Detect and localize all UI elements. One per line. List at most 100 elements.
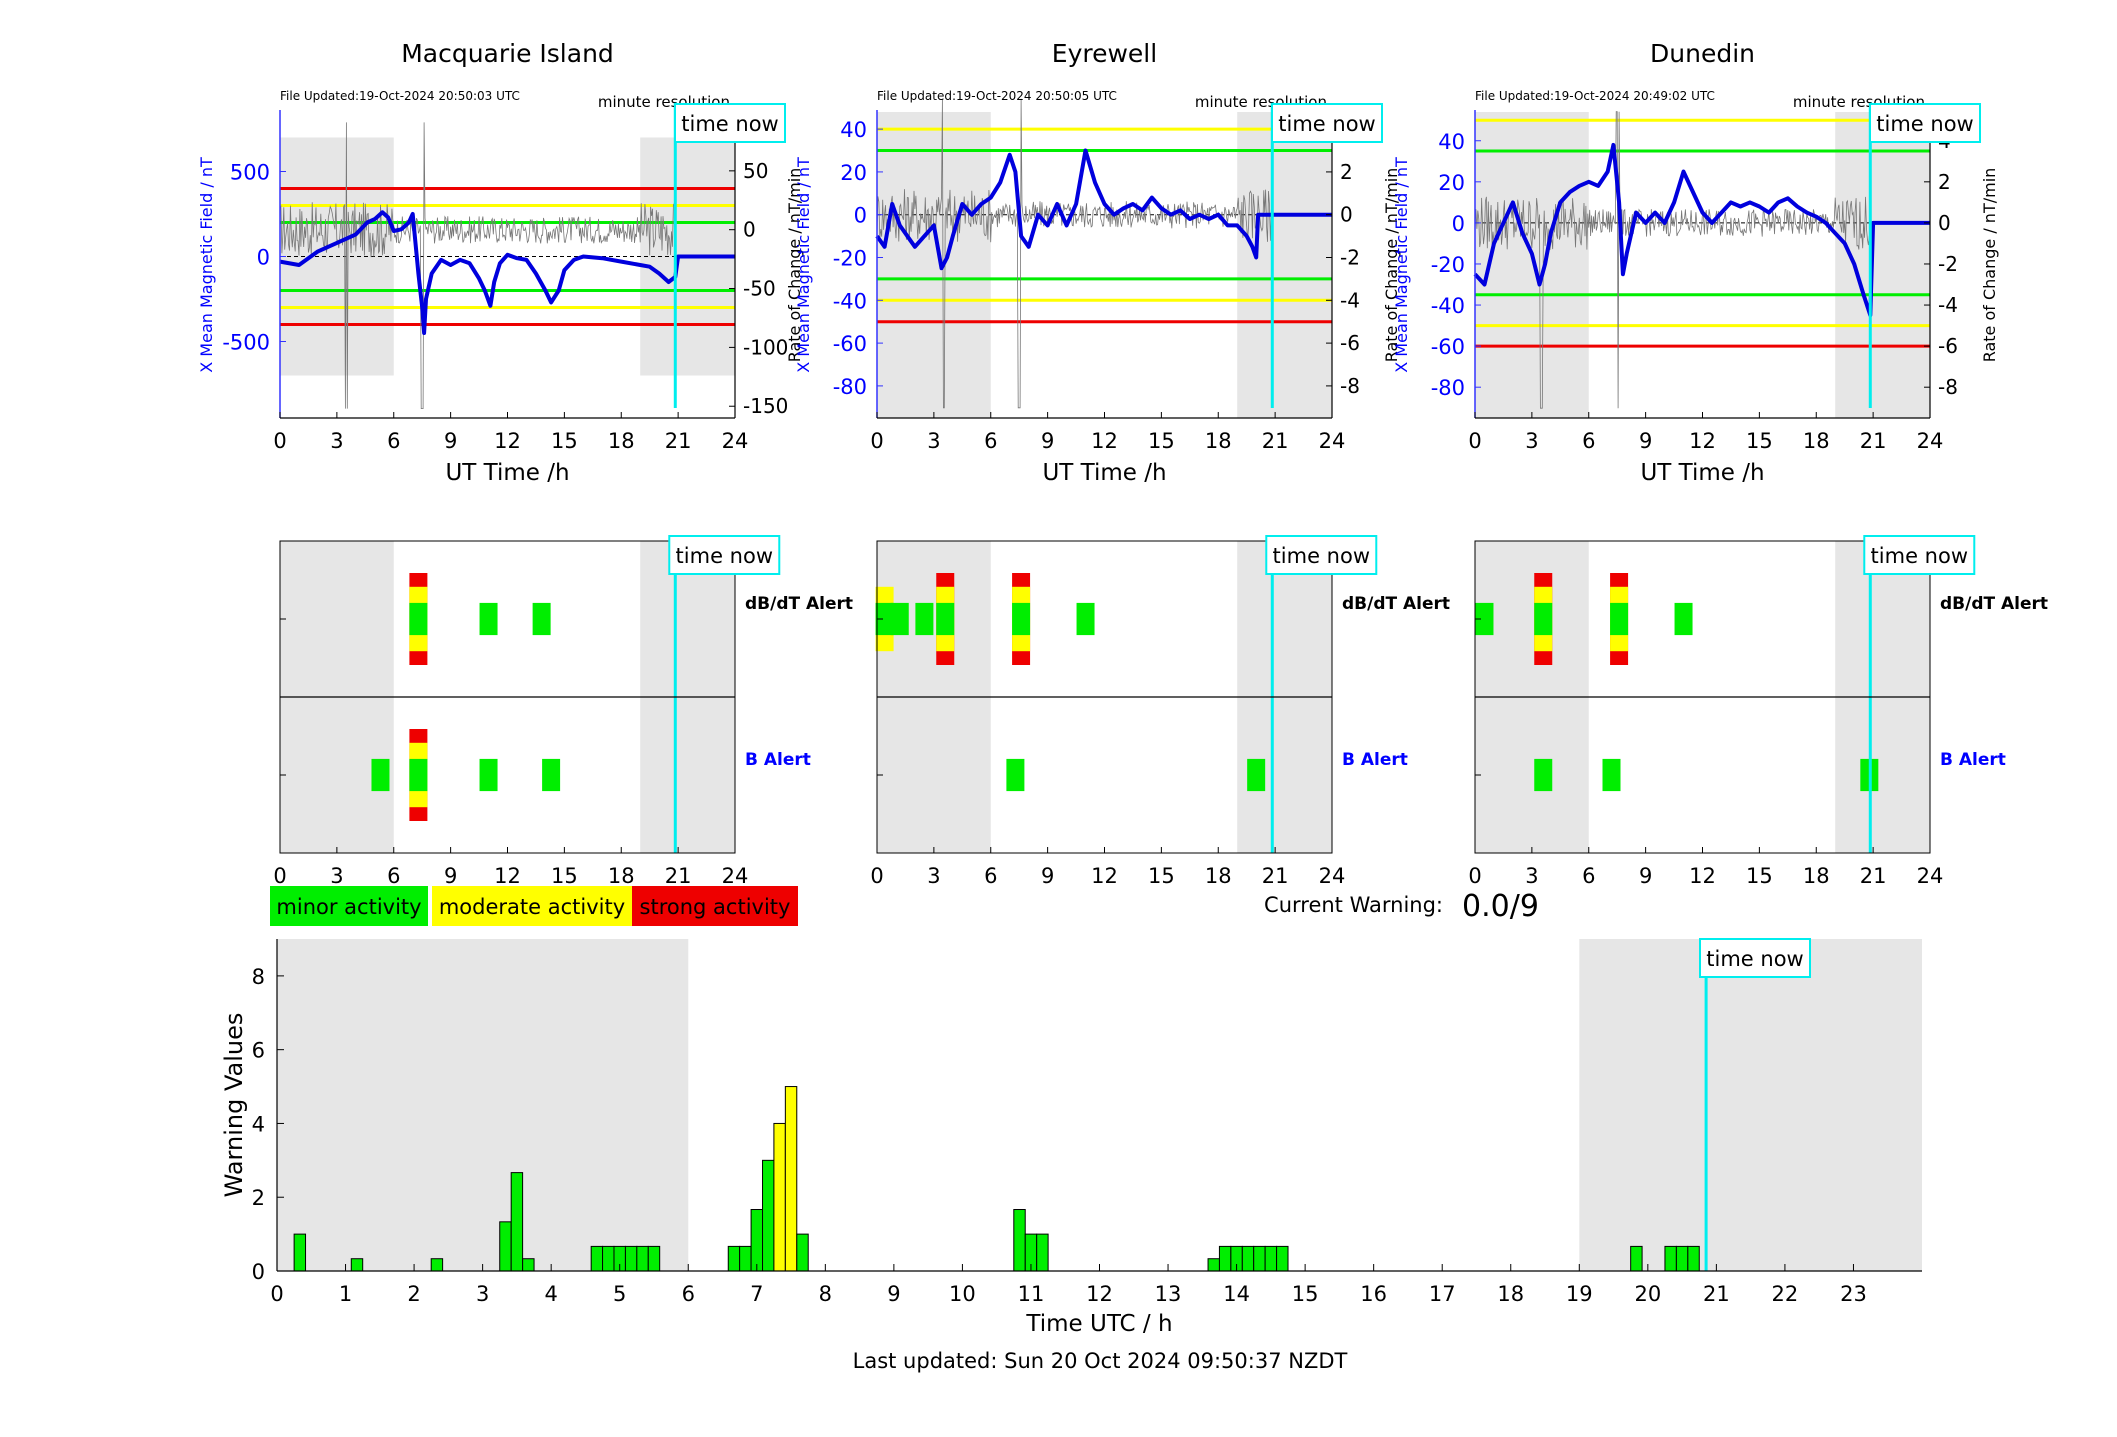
- right-tick-label: 0: [743, 218, 756, 242]
- x-tick-label: 21: [665, 429, 692, 453]
- legend-strong-label: strong activity: [640, 895, 791, 919]
- legend-strong: [632, 886, 798, 926]
- time-now-label: time now: [1706, 947, 1803, 971]
- warning-bar: [796, 1233, 809, 1272]
- x-tick-label: 18: [608, 429, 635, 453]
- left-tick-label: -40: [833, 289, 867, 313]
- left-tick-label: -20: [833, 247, 867, 271]
- right-tick-label: -8: [1938, 375, 1958, 399]
- right-tick-label: 0: [1340, 203, 1353, 227]
- x-tick-label: 24: [1917, 864, 1944, 888]
- time-now-label: time now: [676, 544, 773, 568]
- alert-bar-minor: [1674, 602, 1693, 636]
- left-tick-label: 20: [1438, 171, 1465, 195]
- warning-bar: [510, 1172, 524, 1272]
- right-tick-label: -100: [743, 335, 788, 359]
- time-now-label: time now: [1876, 112, 1973, 136]
- y-tick-label: 0: [252, 1260, 265, 1284]
- x-tick-label: 7: [750, 1282, 763, 1306]
- right-axis-label: Rate of Change / nT/min: [785, 168, 804, 363]
- y-tick-label: 4: [252, 1112, 265, 1136]
- time-now-box: [1265, 535, 1378, 575]
- alert-bar-minor: [532, 602, 551, 636]
- right-tick-label: -4: [1340, 288, 1360, 312]
- warning-bar: [636, 1245, 649, 1272]
- y-tick-label: 8: [252, 965, 265, 989]
- y-tick-label: 6: [252, 1039, 265, 1063]
- right-tick-label: -150: [743, 394, 788, 418]
- left-tick-label: -80: [833, 375, 867, 399]
- warning-bar: [647, 1245, 661, 1272]
- x-tick-label: 18: [1205, 864, 1232, 888]
- b-alert-label: B Alert: [745, 750, 811, 770]
- x-tick-label: 9: [444, 864, 457, 888]
- left-tick-label: -500: [222, 331, 270, 355]
- alert-bar-minor: [1006, 758, 1025, 792]
- warning-bar: [602, 1245, 615, 1272]
- x-tick-label: 12: [494, 429, 521, 453]
- warning-bar: [1276, 1245, 1289, 1272]
- x-tick-label: 15: [1148, 864, 1175, 888]
- rate-of-change-trace: [279, 122, 675, 409]
- legend-moderate: [432, 886, 632, 926]
- x-tick-label: 12: [494, 864, 521, 888]
- warning-bar: [624, 1245, 638, 1272]
- x-tick-label: 15: [551, 864, 578, 888]
- right-tick-label: -6: [1340, 331, 1360, 355]
- warning-bar: [750, 1209, 764, 1272]
- warning-bar: [1630, 1245, 1643, 1272]
- file-updated-text: File Updated:19-Oct-2024 20:49:02 UTC: [1475, 89, 1715, 103]
- legend-minor: [270, 886, 428, 926]
- right-tick-label: 2: [1340, 160, 1353, 184]
- left-tick-label: 0: [257, 246, 270, 270]
- time-now-label: time now: [1278, 112, 1375, 136]
- station-title: Macquarie Island: [401, 39, 614, 68]
- time-now-box: [1869, 103, 1981, 143]
- left-axis-label: X Mean Magnetic Field / nT: [794, 157, 813, 373]
- x-tick-label: 14: [1223, 1282, 1250, 1306]
- last-updated-text: Last updated: Sun 20 Oct 2024 09:50:37 N…: [853, 1349, 1348, 1373]
- warning-bar: [1218, 1245, 1232, 1272]
- alert-bar-minor: [1534, 758, 1553, 792]
- x-tick-label: 0: [870, 864, 883, 888]
- alert-bar-minor: [1534, 602, 1553, 636]
- x-tick-label: 6: [1582, 429, 1595, 453]
- warning-bar: [430, 1258, 444, 1272]
- legend-moderate-label: moderate activity: [439, 895, 625, 919]
- alert-bar-minor: [890, 602, 909, 636]
- right-tick-label: -8: [1340, 374, 1360, 398]
- alert-bar-minor: [479, 602, 498, 636]
- left-tick-label: 40: [1438, 130, 1465, 154]
- right-tick-label: -4: [1938, 293, 1958, 317]
- x-tick-label: 21: [1860, 864, 1887, 888]
- right-axis-label: Rate of Change / nT/min: [1980, 168, 1999, 363]
- x-tick-label: 12: [1086, 1282, 1113, 1306]
- warning-bar: [739, 1245, 752, 1272]
- x-tick-label: 2: [407, 1282, 420, 1306]
- file-updated-text: File Updated:19-Oct-2024 20:50:03 UTC: [280, 89, 520, 103]
- alert-bar-minor: [1247, 758, 1266, 792]
- x-tick-label: 21: [1262, 429, 1289, 453]
- x-tick-label: 0: [1468, 864, 1481, 888]
- x-tick-label: 9: [887, 1282, 900, 1306]
- x-tick-label: 24: [1319, 429, 1346, 453]
- x-tick-label: 6: [387, 864, 400, 888]
- time-now-box: [1699, 938, 1811, 978]
- warning-bar: [499, 1221, 512, 1272]
- warning-bar: [1264, 1245, 1278, 1272]
- x-tick-label: 18: [1497, 1282, 1524, 1306]
- x-axis-label: Time UTC / h: [1025, 1311, 1172, 1337]
- mean-field-trace: [1473, 142, 1930, 318]
- right-tick-label: -2: [1938, 252, 1958, 276]
- warning-bar: [1207, 1258, 1220, 1272]
- x-tick-label: 3: [330, 864, 343, 888]
- y-axis-label: Warning Values: [220, 1013, 248, 1198]
- legend-minor-label: minor activity: [276, 895, 421, 919]
- warning-bar: [1687, 1245, 1700, 1272]
- left-tick-label: -60: [833, 332, 867, 356]
- x-tick-label: 21: [665, 864, 692, 888]
- time-now-label: time now: [681, 112, 778, 136]
- x-tick-label: 4: [544, 1282, 557, 1306]
- x-tick-label: 9: [444, 429, 457, 453]
